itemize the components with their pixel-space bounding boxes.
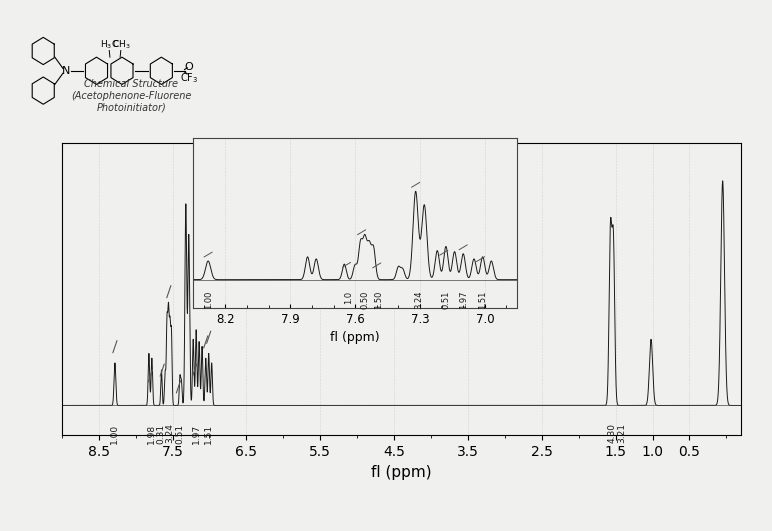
X-axis label: fl (ppm): fl (ppm) <box>371 465 432 479</box>
Text: 1.50: 1.50 <box>374 290 384 309</box>
Text: CH$_3$: CH$_3$ <box>111 39 130 51</box>
Text: 0.51: 0.51 <box>175 423 185 443</box>
Text: 4.30: 4.30 <box>608 423 616 443</box>
Text: 3.24: 3.24 <box>415 290 423 309</box>
Text: 0.31: 0.31 <box>156 423 165 443</box>
Text: 3.24: 3.24 <box>165 423 174 443</box>
Text: 1.51: 1.51 <box>478 290 487 309</box>
Text: 1.0: 1.0 <box>344 290 353 304</box>
X-axis label: fl (ppm): fl (ppm) <box>330 331 380 345</box>
Text: 1.97: 1.97 <box>459 290 468 309</box>
Text: O: O <box>185 62 194 72</box>
Text: 1.00: 1.00 <box>204 290 212 309</box>
Text: H$_3$C: H$_3$C <box>100 39 119 51</box>
Text: 1.51: 1.51 <box>204 423 212 443</box>
Text: CF$_3$: CF$_3$ <box>180 71 198 85</box>
Text: 1.97: 1.97 <box>191 423 201 443</box>
Text: 3.21: 3.21 <box>617 423 626 443</box>
Text: 0.51: 0.51 <box>442 290 450 309</box>
Text: N: N <box>63 66 70 76</box>
Text: 1.00: 1.00 <box>110 423 120 443</box>
Text: 0.50: 0.50 <box>361 290 369 309</box>
Text: Chemical Structure
(Acetophenone-Fluorene
Photoinitiator): Chemical Structure (Acetophenone-Fluoren… <box>71 79 191 112</box>
Text: 1.98: 1.98 <box>147 423 157 443</box>
